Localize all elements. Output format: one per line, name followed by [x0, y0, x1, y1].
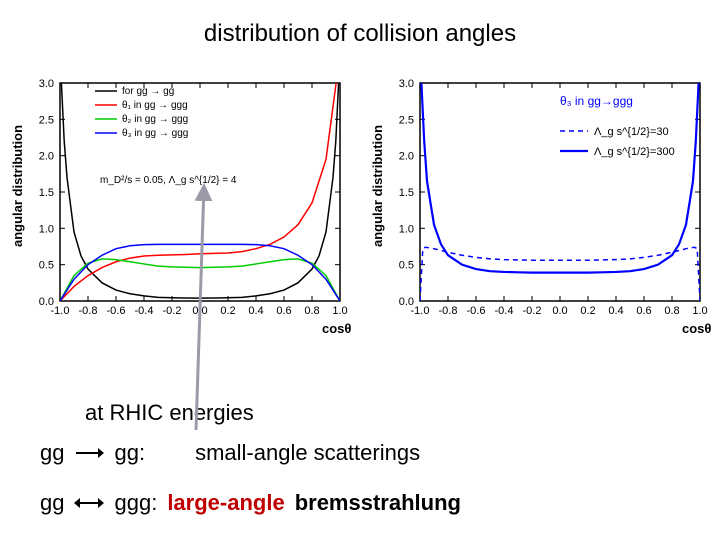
svg-text:0.8: 0.8 [664, 305, 679, 317]
svg-text:0.5: 0.5 [399, 260, 414, 272]
line-gg-ggg: gg ggg: large-angle bremsstrahlung [40, 490, 461, 516]
svg-text:Λ_g s^{1/2}=300: Λ_g s^{1/2}=300 [594, 146, 675, 158]
svg-text:1.5: 1.5 [399, 187, 414, 199]
svg-text:θ₃ in gg → ggg: θ₃ in gg → ggg [122, 128, 188, 139]
svg-text:1.0: 1.0 [332, 305, 347, 317]
svg-text:2.0: 2.0 [39, 151, 54, 163]
svg-text:2.5: 2.5 [399, 114, 414, 126]
svg-text:3.0: 3.0 [399, 78, 414, 90]
page-title: distribution of collision angles [0, 20, 720, 48]
svg-text:cosθ: cosθ [322, 321, 351, 336]
svg-text:0.0: 0.0 [552, 305, 567, 317]
charts-row: -1.0-0.8-0.6-0.4-0.20.00.20.40.60.81.00.… [0, 65, 720, 360]
svg-text:angular distribution: angular distribution [10, 125, 25, 247]
svg-text:0.6: 0.6 [636, 305, 651, 317]
svg-text:θ₂ in gg → ggg: θ₂ in gg → ggg [122, 114, 188, 125]
lhs-ggg: ggg: [114, 490, 157, 516]
arrow-right-icon [74, 445, 104, 461]
svg-text:1.0: 1.0 [692, 305, 707, 317]
svg-text:for gg → gg: for gg → gg [122, 86, 174, 97]
svg-text:0.0: 0.0 [399, 296, 414, 308]
svg-text:1.0: 1.0 [39, 223, 54, 235]
line-gg-gg: gg gg: small-angle scatterings [40, 440, 420, 466]
svg-text:0.2: 0.2 [580, 305, 595, 317]
chart-right-wrap: -1.0-0.8-0.6-0.4-0.20.00.20.40.60.81.00.… [360, 65, 720, 360]
svg-text:1.0: 1.0 [399, 223, 414, 235]
arrow-leftright-icon [74, 495, 104, 511]
svg-text:0.6: 0.6 [276, 305, 291, 317]
slide: distribution of collision angles -1.0-0.… [0, 0, 720, 540]
svg-text:-0.6: -0.6 [467, 305, 486, 317]
svg-text:0.4: 0.4 [608, 305, 623, 317]
svg-text:0.5: 0.5 [39, 260, 54, 272]
svg-text:Λ_g s^{1/2}=30: Λ_g s^{1/2}=30 [594, 126, 669, 138]
rhs-brems: bremsstrahlung [295, 490, 461, 516]
svg-text:2.5: 2.5 [39, 114, 54, 126]
rhs-small-angle: small-angle scatterings [195, 440, 420, 466]
svg-text:-0.6: -0.6 [107, 305, 126, 317]
annotation-arrow [170, 180, 230, 440]
svg-text:0.0: 0.0 [39, 296, 54, 308]
svg-text:-0.2: -0.2 [523, 305, 542, 317]
svg-text:angular distribution: angular distribution [370, 125, 385, 247]
svg-text:2.0: 2.0 [399, 151, 414, 163]
svg-text:3.0: 3.0 [39, 78, 54, 90]
svg-text:-0.8: -0.8 [439, 305, 458, 317]
svg-text:0.8: 0.8 [304, 305, 319, 317]
svg-text:θ₁ in gg → ggg: θ₁ in gg → ggg [122, 100, 188, 111]
svg-text:0.4: 0.4 [248, 305, 263, 317]
chart-right: -1.0-0.8-0.6-0.4-0.20.00.20.40.60.81.00.… [360, 65, 720, 355]
svg-text:cosθ: cosθ [682, 321, 711, 336]
svg-text:θ₃ in gg→ggg: θ₃ in gg→ggg [560, 94, 633, 108]
svg-text:-0.4: -0.4 [495, 305, 514, 317]
svg-text:1.5: 1.5 [39, 187, 54, 199]
lhs-gg: gg [40, 440, 64, 466]
svg-text:-0.4: -0.4 [135, 305, 154, 317]
rhs-large-angle: large-angle [167, 490, 284, 516]
svg-text:-0.8: -0.8 [79, 305, 98, 317]
lhs-gg2: gg: [114, 440, 145, 466]
lhs-gg: gg [40, 490, 64, 516]
